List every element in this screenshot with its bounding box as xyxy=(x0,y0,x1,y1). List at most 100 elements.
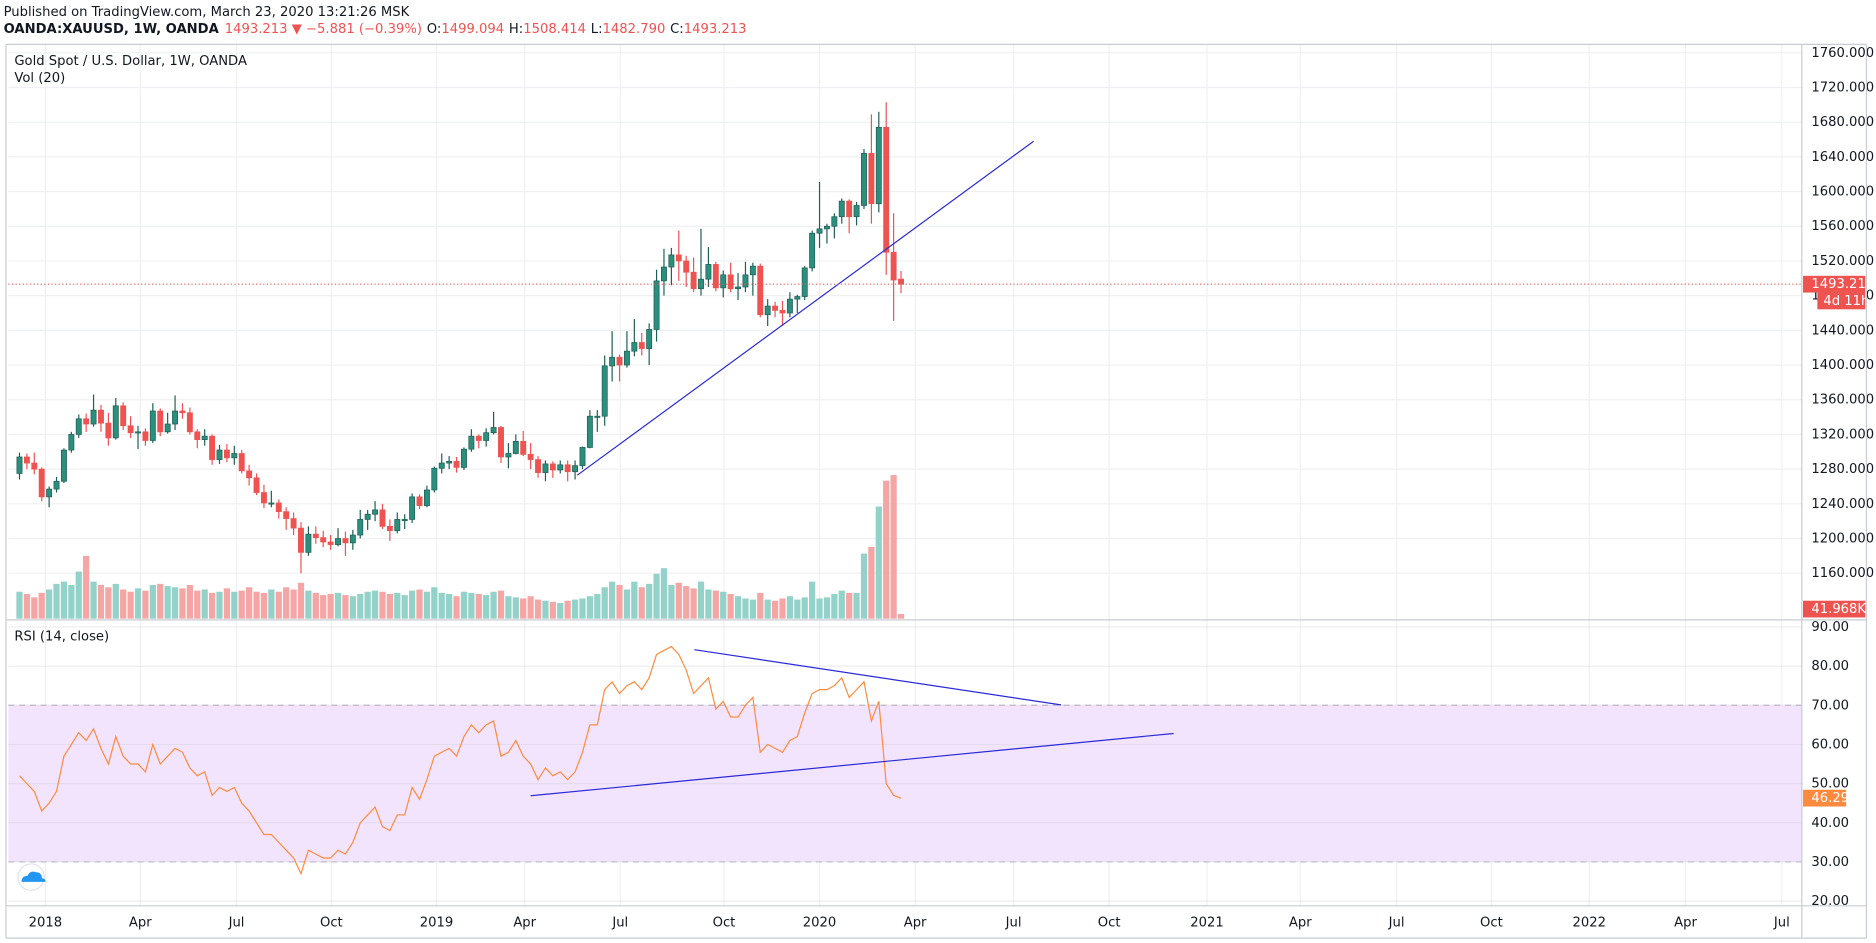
volume-bar xyxy=(83,555,90,619)
ohlc-value: 1499.094 xyxy=(441,22,504,37)
candle-body xyxy=(572,465,579,473)
volume-bar xyxy=(379,591,386,619)
volume-bar xyxy=(268,589,275,619)
volume-bar xyxy=(416,589,423,619)
candle-body xyxy=(112,405,119,439)
last-price-box xyxy=(1803,275,1866,293)
candle-body xyxy=(749,265,756,276)
ohlc-label: O: xyxy=(427,22,442,37)
candle-body xyxy=(683,260,690,273)
candle-body xyxy=(431,467,438,491)
ohlc-label: L: xyxy=(591,22,603,37)
ohlc-value: 1493.213 xyxy=(684,22,747,37)
volume-bar xyxy=(609,581,616,619)
volume-bar xyxy=(75,571,82,619)
volume-bar xyxy=(320,595,327,619)
candle-body xyxy=(283,511,290,519)
volume-bar xyxy=(401,595,408,619)
x-tick-label: Oct xyxy=(320,916,343,931)
quote: 1493.213 ▼ −5.881 (−0.39%) xyxy=(225,22,422,37)
volume-bar xyxy=(786,596,794,619)
x-tick-label: 2018 xyxy=(29,916,62,931)
volume-bar xyxy=(468,592,475,619)
candle-body xyxy=(653,280,660,330)
y-tick-label: 1560.000 xyxy=(1811,219,1874,234)
y-tick-label: 1680.000 xyxy=(1811,115,1874,130)
volume-bar xyxy=(127,591,134,619)
ohlc-label: C: xyxy=(670,22,684,37)
candle-body xyxy=(201,435,208,440)
volume-bar xyxy=(549,601,556,619)
trend-line xyxy=(694,649,1062,706)
x-tick-label: 2021 xyxy=(1190,916,1223,931)
volume-bar xyxy=(238,590,245,619)
volume-bar xyxy=(875,506,882,619)
volume-bar xyxy=(460,591,468,619)
candle-body xyxy=(446,460,453,464)
volume-bar xyxy=(223,588,231,619)
candle-body xyxy=(135,431,141,434)
candle-body xyxy=(549,463,556,471)
candle-body xyxy=(83,418,90,425)
volume-bar xyxy=(860,553,868,619)
volume-title: Vol (20) xyxy=(14,71,65,86)
volume-bar xyxy=(779,598,786,619)
countdown-box xyxy=(1817,292,1866,310)
volume-bar xyxy=(275,591,282,619)
candle-body xyxy=(742,274,749,288)
volume-bar xyxy=(638,587,645,619)
y-tick-label: 40.00 xyxy=(1811,816,1849,831)
volume-bar xyxy=(734,596,742,619)
x-tick-label: Apr xyxy=(1674,916,1697,931)
candle-body xyxy=(194,431,201,440)
candle-body xyxy=(838,200,845,218)
y-tick-label: 50.00 xyxy=(1811,777,1849,792)
y-tick-label: 1640.000 xyxy=(1811,150,1874,165)
candle-body xyxy=(453,460,460,468)
volume-bar xyxy=(357,593,364,619)
volume-bar xyxy=(683,586,690,619)
candle-body xyxy=(661,266,667,282)
candle-body xyxy=(260,492,267,504)
candle-body xyxy=(853,205,860,218)
candle-body xyxy=(409,496,416,520)
volume-bar xyxy=(171,587,179,619)
candle-body xyxy=(816,228,823,234)
candle-body xyxy=(379,509,386,527)
y-tick-label: 1240.000 xyxy=(1811,497,1874,512)
volume-bar xyxy=(90,581,97,619)
volume-bar xyxy=(423,591,431,619)
volume-bar xyxy=(764,599,771,619)
volume-bar xyxy=(742,598,749,619)
candle-body xyxy=(801,267,808,297)
volume-bar xyxy=(208,592,216,619)
volume-bar xyxy=(312,592,319,619)
volume-bar xyxy=(838,590,845,619)
volume-bar xyxy=(557,602,564,619)
symbol-line: OANDA:XAUUSD, 1W, OANDA 1493.213 ▼ −5.881… xyxy=(4,22,747,37)
y-tick-label: 20.00 xyxy=(1811,894,1849,909)
candle-body xyxy=(764,305,771,316)
candle-body xyxy=(238,453,245,472)
volume-bar xyxy=(594,593,601,619)
last-price-label: 1493.213 xyxy=(1811,277,1874,292)
volume-bar xyxy=(653,573,660,619)
candle-body xyxy=(401,519,408,521)
volume-bar xyxy=(897,613,905,619)
volume-bar xyxy=(853,592,860,619)
volume-bar xyxy=(334,592,342,619)
volume-bar xyxy=(201,589,208,619)
candle-body xyxy=(416,496,423,506)
volume-bar xyxy=(616,585,623,619)
candle-body xyxy=(253,477,260,493)
volume-bar xyxy=(697,581,705,619)
candle-body xyxy=(520,441,527,455)
candle-body xyxy=(794,296,801,300)
volume-bar xyxy=(497,590,505,619)
candle-body xyxy=(60,449,67,482)
volume-bar xyxy=(260,592,268,619)
candle-body xyxy=(564,464,571,473)
volume-bar xyxy=(38,592,45,619)
candle-body xyxy=(46,488,53,498)
